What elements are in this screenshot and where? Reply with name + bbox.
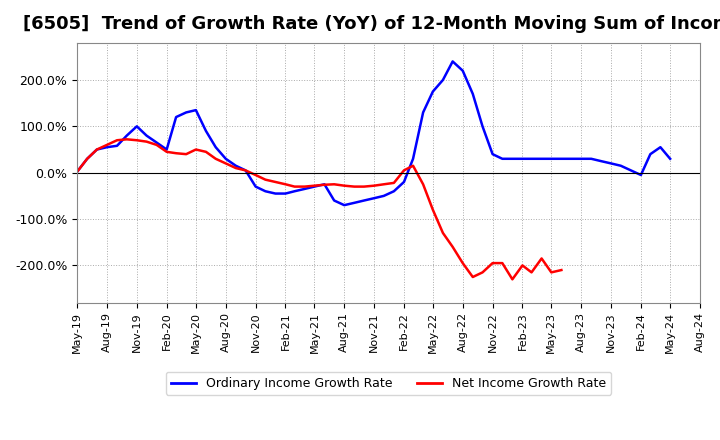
Title: [6505]  Trend of Growth Rate (YoY) of 12-Month Moving Sum of Incomes: [6505] Trend of Growth Rate (YoY) of 12-…	[23, 15, 720, 33]
Line: Ordinary Income Growth Rate: Ordinary Income Growth Rate	[77, 62, 670, 205]
Legend: Ordinary Income Growth Rate, Net Income Growth Rate: Ordinary Income Growth Rate, Net Income …	[166, 372, 611, 395]
Line: Net Income Growth Rate: Net Income Growth Rate	[77, 66, 670, 279]
